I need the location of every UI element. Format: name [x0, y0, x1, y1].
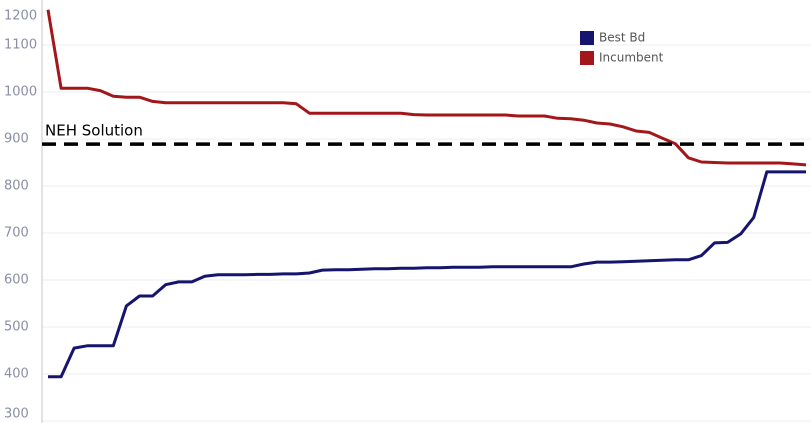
y-tick-label: 500 [4, 320, 29, 335]
y-tick-label: 800 [4, 179, 29, 194]
y-tick-label: 1000 [4, 85, 37, 100]
reference-label: NEH Solution [45, 122, 143, 140]
y-tick-label: 1200 [4, 9, 37, 24]
y-tick-label: 300 [4, 407, 29, 422]
legend-swatch [580, 31, 594, 45]
legend-label: Incumbent [599, 51, 664, 65]
legend-swatch [580, 51, 594, 65]
series-line [48, 170, 806, 379]
y-tick-label: 600 [4, 273, 29, 288]
y-tick-label: 700 [4, 226, 29, 241]
series-line [46, 9, 807, 167]
y-tick-label: 400 [4, 367, 29, 382]
y-tick-label: 1100 [4, 38, 37, 53]
y-tick-label: 900 [4, 132, 29, 147]
legend-label: Best Bd [599, 31, 645, 45]
